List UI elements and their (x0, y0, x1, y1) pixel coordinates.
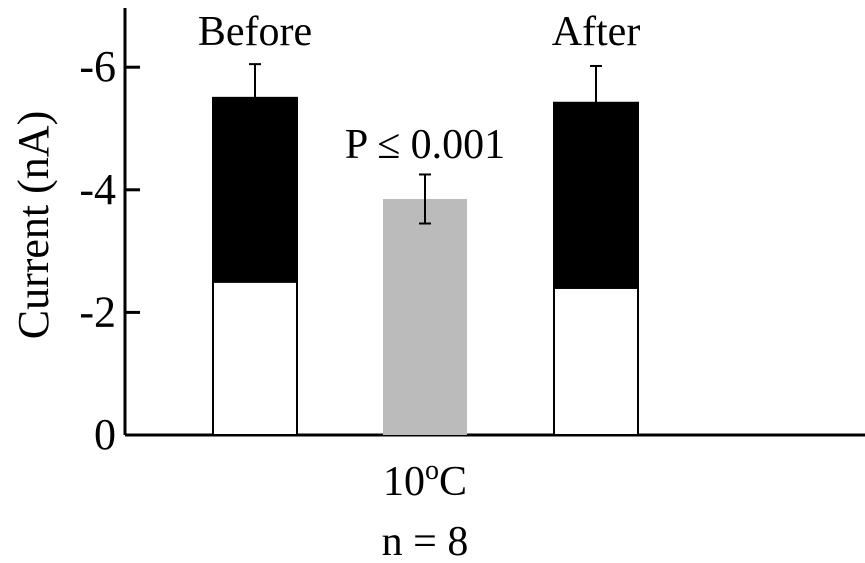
x-category-value: 10 (383, 459, 425, 505)
bars: Before After (198, 9, 641, 436)
x-category-label: 10oC (383, 455, 467, 505)
bar-segment (212, 96, 298, 283)
bar-label: Before (198, 9, 312, 55)
y-axis-label: Current (nA) (9, 111, 58, 340)
bar-label: After (552, 9, 641, 55)
p-value-annotation: P ≤ 0.001 (345, 122, 505, 168)
bar-after: After (552, 9, 641, 436)
bar-segment (212, 280, 298, 436)
x-category-unit: C (439, 459, 467, 505)
y-tick-label: -2 (79, 287, 116, 336)
bar-segment (553, 286, 639, 436)
y-tick-label: -4 (79, 165, 116, 214)
x-category-degree: o (425, 455, 439, 486)
y-tick-label: 0 (94, 410, 116, 459)
bar-segment (553, 101, 639, 289)
y-ticks: 0 -2 -4 -6 (79, 42, 140, 459)
bar-segment (383, 198, 467, 435)
sample-size-label: n = 8 (382, 519, 469, 563)
bar-before: Before (198, 9, 312, 436)
bar-during (383, 173, 467, 435)
y-tick-label: -6 (79, 42, 116, 91)
